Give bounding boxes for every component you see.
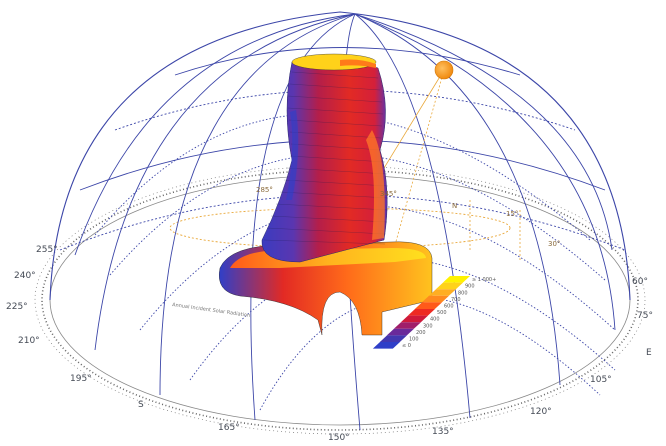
legend-swatch [393,322,421,329]
annotation-text: Annual Incident Solar Radiation [172,302,251,319]
compass-label: 120° [530,407,552,417]
compass-label: 240° [14,271,36,281]
orbit-label: 345° [380,190,397,198]
compass-label: 210° [18,336,40,346]
legend-swatch [400,315,428,323]
orbit-label: 15° [506,210,518,218]
legend-swatch [372,342,400,349]
legend-swatch [421,295,449,303]
compass-label: 165° [218,423,240,433]
orbit-labels: 285° 345° N 15° 30° [256,186,560,248]
legend-label: ≤ 0 [402,343,411,349]
legend-label: 400 [430,317,440,323]
legend-label: ≥ 1 000+ [472,277,496,283]
legend-label: 300 [423,323,433,329]
compass-label: 225° [6,302,28,312]
legend-label: 500 [437,310,447,316]
legend-swatch [428,289,456,296]
compass-label: 255° [36,245,58,255]
twisted-tower [261,53,389,263]
legend-label: 200 [416,330,426,336]
legend-label: 100 [409,337,419,343]
compass-labels: 255° 240° 225° 210° 195° S 165° 150° 135… [6,245,653,443]
legend-label: 800 [458,290,468,296]
sun-marker [434,60,454,80]
compass-label: 150° [328,433,350,443]
compass-label: E [646,348,652,358]
orbit-label: N [452,202,457,210]
legend-swatch [414,302,442,309]
legend-swatch [386,328,414,336]
compass-label: 135° [432,427,454,437]
orbit-label: 30° [548,240,560,248]
legend-label: 900 [465,284,475,290]
legend-swatch [442,276,470,283]
compass-label: 195° [70,374,92,384]
legend-label: 600 [444,304,454,310]
legend-swatch [407,309,435,316]
legend-label: 700 [451,297,461,303]
compass-label: 60° [632,277,648,287]
compass-label: S [138,400,144,410]
compass-label: 105° [590,375,612,385]
legend-swatch [435,282,463,290]
orbit-label: 285° [256,186,273,194]
compass-label: 75° [637,311,653,321]
legend-swatch [379,335,407,342]
